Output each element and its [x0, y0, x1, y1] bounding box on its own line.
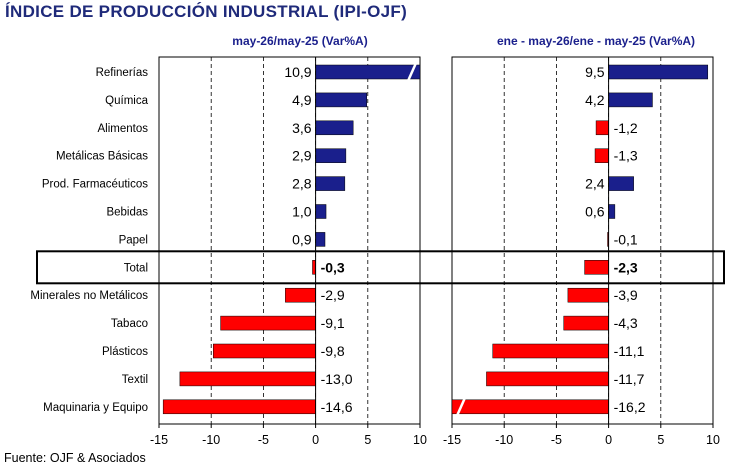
value-label: -16,2: [614, 399, 646, 415]
value-label: -2,3: [614, 259, 638, 275]
x-tick-label: 10: [706, 433, 720, 447]
category-label: Maquinaria y Equipo: [43, 402, 148, 414]
chart-title: ÍNDICE DE PRODUCCIÓN INDUSTRIAL (IPI-OJF…: [5, 2, 408, 21]
value-label: -3,9: [614, 287, 638, 303]
negative-bar: [486, 371, 609, 387]
positive-bar: [608, 204, 616, 219]
x-tick-label: 5: [657, 433, 664, 447]
value-label: -4,3: [614, 315, 638, 331]
negative-bar: [179, 371, 316, 387]
category-label: Textil: [122, 374, 148, 386]
positive-bar: [315, 176, 346, 191]
positive-bar: [315, 232, 326, 247]
value-label: 4,9: [292, 92, 312, 108]
value-label: 9,5: [585, 64, 605, 80]
x-tick-label: -15: [443, 433, 461, 447]
value-label: 10,9: [284, 64, 311, 80]
negative-bar: [213, 343, 316, 359]
negative-bar: [595, 120, 609, 136]
negative-bar: [162, 399, 316, 415]
category-label: Tabaco: [111, 318, 148, 330]
x-tick-label: -5: [258, 433, 269, 447]
negative-bar: [451, 399, 609, 415]
category-label: Plásticos: [102, 346, 148, 358]
category-label: Prod. Farmacéuticos: [42, 179, 148, 191]
value-label: 4,2: [585, 92, 605, 108]
plot-frame: [158, 56, 421, 425]
source-note: Fuente: OJF & Asociados: [4, 451, 146, 465]
positive-bar: [608, 176, 634, 191]
value-label: -13,0: [321, 371, 353, 387]
value-label: 2,9: [292, 148, 312, 164]
x-tick-label: -15: [150, 433, 168, 447]
value-label: -2,9: [321, 287, 345, 303]
value-label: 3,6: [292, 120, 312, 136]
category-label: Alimentos: [98, 123, 149, 135]
value-label: -1,3: [614, 148, 638, 164]
x-tick-label: 10: [413, 433, 427, 447]
panel-subtitle: may-26/may-25 (Var%A): [232, 34, 367, 48]
category-label: Bebidas: [106, 207, 148, 219]
value-label: 0,9: [292, 231, 312, 247]
negative-bar: [220, 315, 316, 331]
negative-bar: [567, 287, 609, 303]
value-label: -9,1: [321, 315, 345, 331]
category-label: Refinerías: [96, 67, 149, 79]
axis-break-marker: [455, 397, 467, 417]
category-label: Papel: [119, 234, 148, 246]
positive-bar: [315, 148, 347, 163]
value-label: -0,3: [321, 259, 345, 275]
negative-bar: [285, 287, 316, 303]
value-label: -11,1: [614, 343, 645, 359]
x-tick-label: 0: [605, 433, 612, 447]
positive-bar: [315, 204, 327, 219]
value-label: -0,1: [614, 231, 638, 247]
positive-bar: [315, 64, 421, 80]
positive-bar: [315, 92, 368, 108]
value-label: 2,4: [585, 176, 605, 192]
negative-bar: [594, 148, 609, 163]
panel-subtitle: ene - may-26/ene - may-25 (Var%A): [497, 34, 695, 48]
positive-bar: [608, 64, 709, 80]
negative-bar: [563, 315, 609, 331]
value-label: -11,7: [614, 371, 645, 387]
value-label: -1,2: [614, 120, 638, 136]
category-label: Minerales no Metálicos: [30, 290, 148, 302]
axis-break-marker: [406, 62, 418, 82]
value-label: 0,6: [585, 204, 605, 220]
negative-bar: [492, 343, 609, 359]
category-label: Total: [124, 262, 148, 274]
positive-bar: [315, 120, 354, 136]
negative-bar: [584, 260, 609, 275]
positive-bar: [608, 92, 653, 108]
x-tick-label: -10: [202, 433, 220, 447]
value-label: -9,8: [321, 343, 345, 359]
x-tick-label: 5: [364, 433, 371, 447]
x-tick-label: -10: [495, 433, 513, 447]
total-highlight-box: [36, 250, 725, 285]
category-label: Metálicas Básicas: [56, 151, 148, 163]
value-label: 1,0: [292, 204, 312, 220]
value-label: -14,6: [321, 399, 353, 415]
plot-frame: [451, 56, 714, 425]
x-tick-label: 0: [312, 433, 319, 447]
category-label: Química: [105, 95, 148, 107]
x-tick-label: -5: [551, 433, 562, 447]
value-label: 2,8: [292, 176, 312, 192]
